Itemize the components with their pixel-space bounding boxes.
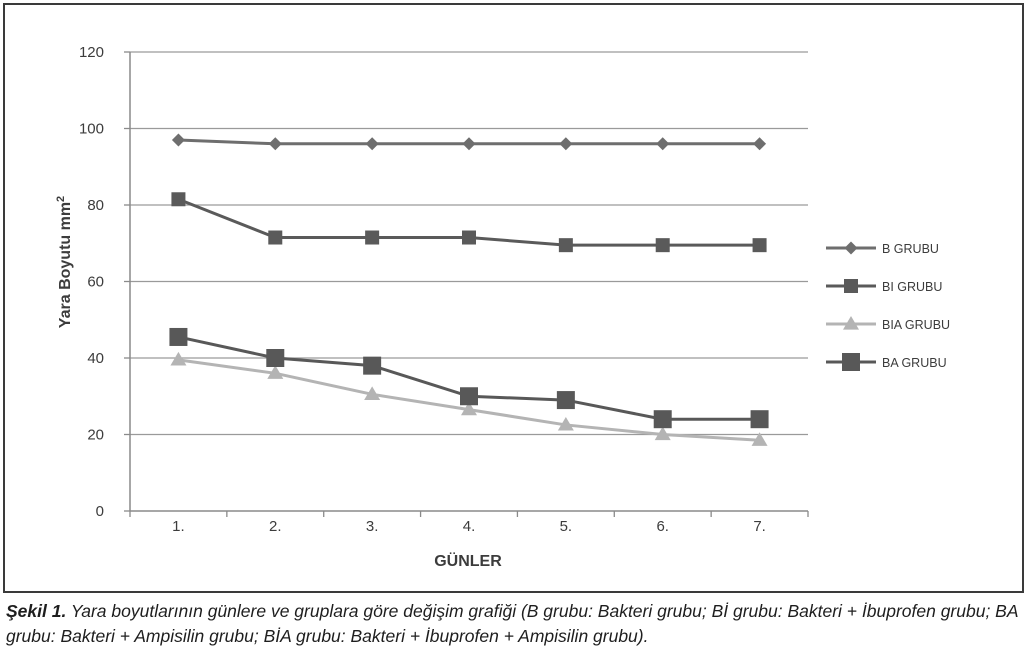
data-point: [365, 230, 380, 245]
y-tick-label: 0: [96, 503, 104, 520]
series-bia-grubu: [170, 351, 768, 446]
x-axis-title: GÜNLER: [434, 551, 502, 570]
data-point: [266, 349, 285, 367]
series-bi-grubu: [171, 192, 767, 253]
data-point: [268, 230, 283, 245]
series: [169, 133, 769, 446]
data-point: [171, 192, 186, 207]
y-tick-label: 20: [87, 427, 104, 444]
data-point: [171, 133, 185, 147]
data-point: [653, 410, 672, 429]
data-point: [364, 386, 381, 400]
x-tick-label: 7.: [753, 518, 766, 535]
y-tick-label: 120: [79, 44, 104, 61]
y-tick-label: 100: [79, 121, 104, 138]
legend-item: BA GRUBU: [826, 353, 947, 371]
x-tick-label: 1.: [172, 518, 185, 535]
legend-label: BI GRUBU: [882, 280, 942, 294]
y-axis-title-superscript: 2: [55, 196, 67, 202]
legend-marker: [843, 316, 859, 330]
data-point: [460, 387, 478, 406]
y-axis-title-text: Yara Boyutu mm: [57, 202, 74, 328]
data-point: [654, 426, 671, 441]
data-point: [365, 137, 379, 151]
data-point: [557, 416, 574, 431]
line-chart: 0 20 40 60 80 100 120 1. 2. 3. 4. 5. 6. 7. B GRUBU BI …: [55, 44, 950, 570]
y-tick-label: 40: [87, 350, 104, 367]
data-point: [462, 230, 476, 245]
data-point: [363, 356, 382, 375]
caption-text: Yara boyutlarının günlere ve gruplara gö…: [6, 601, 1018, 646]
legend-item: B GRUBU: [826, 241, 939, 256]
legend-marker: [842, 353, 860, 371]
legend-marker: [844, 279, 858, 293]
data-point: [268, 137, 282, 151]
series-ba-grubu: [169, 327, 769, 429]
data-point: [559, 137, 573, 151]
data-point: [753, 137, 767, 151]
data-point: [656, 137, 670, 151]
legend-item: BI GRUBU: [826, 279, 942, 294]
data-point: [751, 432, 768, 446]
data-point: [169, 327, 188, 346]
data-point: [752, 238, 767, 253]
x-tick-label: 6.: [656, 518, 669, 535]
data-point: [461, 401, 477, 416]
y-axis-title: Yara Boyutu mm2: [55, 196, 74, 328]
data-point: [556, 391, 575, 410]
y-tick-label: 80: [87, 197, 104, 214]
x-tick-label: 5.: [560, 518, 573, 535]
data-point: [558, 238, 573, 253]
gridlines: [130, 51, 808, 436]
x-tick-label: 4.: [463, 518, 476, 535]
legend-label: BA GRUBU: [882, 356, 947, 370]
chart-frame: [3, 3, 1024, 593]
series-b-grubu: [171, 133, 767, 151]
data-point: [750, 410, 769, 429]
x-tick-label: 2.: [269, 518, 282, 535]
legend-label: B GRUBU: [882, 242, 939, 256]
legend-marker: [844, 241, 858, 255]
x-tick-label: 3.: [366, 518, 379, 535]
legend-label: BIA GRUBU: [882, 318, 950, 332]
data-point: [462, 137, 476, 151]
legend-item: BIA GRUBU: [826, 316, 950, 332]
y-tick-label: 60: [87, 274, 104, 291]
data-point: [267, 365, 284, 379]
caption-label: Şekil 1.: [6, 601, 67, 621]
data-point: [170, 351, 187, 366]
axes: 0 20 40 60 80 100 120 1. 2. 3. 4. 5. 6. 7.: [79, 44, 809, 535]
figure-caption: Şekil 1. Yara boyutlarının günlere ve gr…: [6, 599, 1026, 649]
data-point: [655, 238, 670, 253]
legend: B GRUBU BI GRUBU BIA GRUBU BA GRUBU: [826, 241, 950, 371]
